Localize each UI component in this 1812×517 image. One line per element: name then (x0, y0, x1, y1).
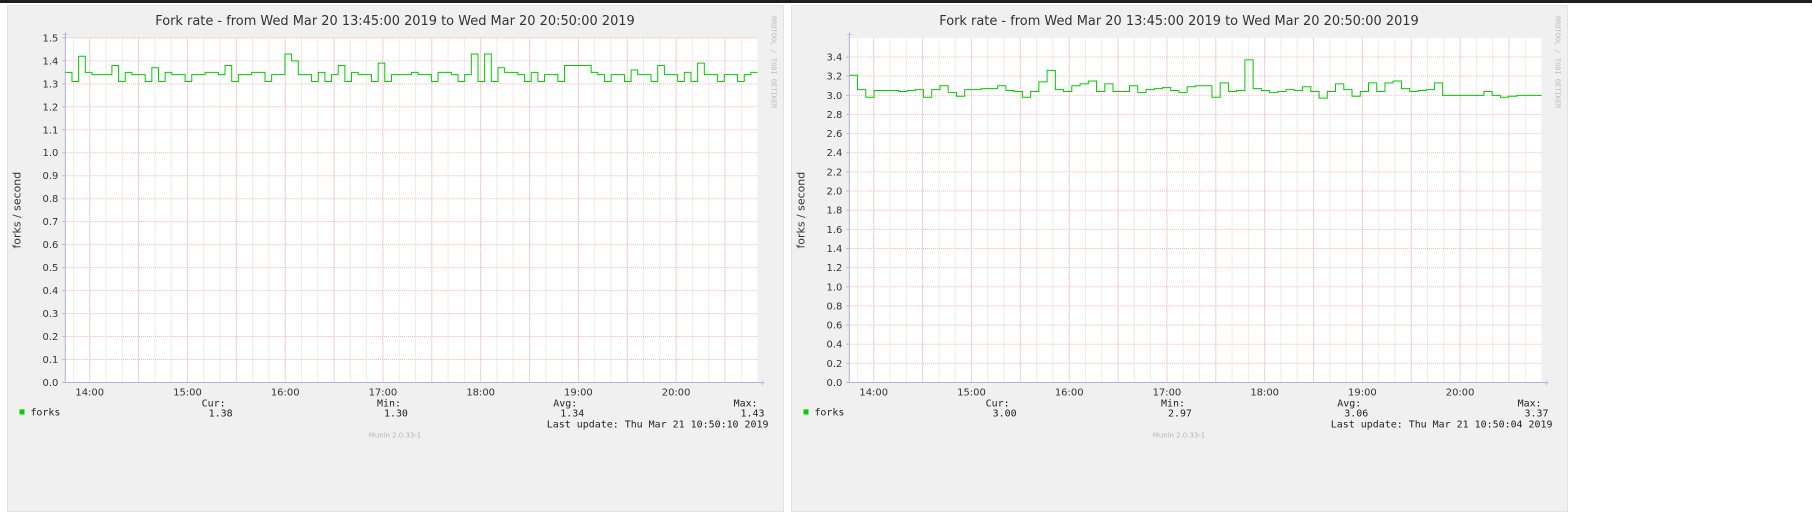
fork-rate-graph-right: 0.0 0.2 0.4 0.6 0.8 1.0 1.2 1.4 1.6 1.8 2.0 2.2 2.4 2… (791, 5, 1568, 512)
x-tick-label: 20:00 (1446, 387, 1475, 398)
y-tick-label: 3.0 (826, 91, 842, 102)
rrdtool-watermark: RRDTOOL / TOBI OETIKER (770, 16, 778, 109)
stat-label-max: Max: (734, 398, 758, 409)
chart-title: Fork rate - from Wed Mar 20 13:45:00 201… (155, 14, 635, 29)
y-tick-label: 2.0 (826, 187, 842, 198)
legend-label-forks: forks (814, 407, 844, 418)
munin-version: Munin 2.0.33-1 (1153, 431, 1206, 439)
x-tick-label: 19:00 (1348, 387, 1377, 398)
stat-value-min: 2.97 (1168, 408, 1192, 419)
x-tick-label: 20:00 (662, 387, 691, 398)
legend-swatch-forks (19, 409, 25, 415)
y-axis-label: forks / second (10, 172, 23, 249)
stat-label-avg: Avg: (553, 398, 577, 409)
x-tick-label: 14:00 (859, 387, 888, 398)
stat-value-avg: 1.34 (560, 408, 584, 419)
plot-area (65, 37, 758, 383)
y-tick-label: 0.4 (826, 340, 842, 351)
rrdtool-watermark: RRDTOOL / TOBI OETIKER (1554, 16, 1562, 109)
y-tick-label: 2.6 (826, 129, 842, 140)
series-line-forks (65, 53, 758, 83)
y-tick-label: 3.2 (826, 72, 842, 83)
y-tick-label: 1.4 (42, 56, 58, 67)
x-tick-label: 18:00 (1250, 387, 1279, 398)
x-tick-label: 17:00 (369, 387, 398, 398)
y-tick-label: 0.1 (42, 355, 58, 366)
legend-label-forks: forks (30, 407, 60, 418)
y-tick-label: 2.8 (826, 110, 842, 121)
y-tick-label: 1.1 (42, 125, 58, 136)
stat-value-max: 3.37 (1525, 408, 1549, 419)
stat-label-min: Min: (377, 398, 401, 409)
x-tick-label: 17:00 (1153, 387, 1182, 398)
y-tick-label: 0.0 (826, 378, 842, 389)
x-tick-label: 14:00 (75, 387, 104, 398)
fork-rate-graph-left: 0.0 0.1 0.2 0.3 0.4 0.5 0.6 0.7 0.8 0.9 1.0 1.1 1.2 1… (7, 5, 784, 512)
y-tick-label: 0.8 (826, 301, 842, 312)
y-tick-label: 1.6 (826, 225, 842, 236)
top-border (0, 0, 1812, 3)
fork-rate-chart-right: 0.0 0.2 0.4 0.6 0.8 1.0 1.2 1.4 1.6 1.8 2.0 2.2 2.4 2… (794, 14, 1562, 439)
y-tick-label: 1.3 (42, 79, 58, 90)
y-tick-label: 0.3 (42, 309, 58, 320)
x-tick-label: 15:00 (957, 387, 986, 398)
fork-rate-chart-left: 0.0 0.1 0.2 0.3 0.4 0.5 0.6 0.7 0.8 0.9 1.0 1.1 1.2 1… (10, 14, 778, 439)
y-tick-label: 0.9 (42, 171, 58, 182)
y-tick-label: 1.4 (826, 244, 842, 255)
y-tick-label: 1.0 (826, 282, 842, 293)
y-tick-label: 1.2 (826, 263, 842, 274)
y-tick-label: 1.0 (42, 148, 58, 159)
stat-value-min: 1.30 (384, 408, 408, 419)
y-axis-label: forks / second (794, 172, 807, 249)
stat-label-cur: Cur: (202, 398, 226, 409)
x-axis-arrow: + (759, 378, 766, 387)
x-tick-label: 19:00 (564, 387, 593, 398)
stat-value-cur: 3.00 (993, 408, 1017, 419)
stat-value-avg: 3.06 (1344, 408, 1368, 419)
munin-version: Munin 2.0.33-1 (369, 431, 422, 439)
y-tick-label: 0.6 (826, 321, 842, 332)
x-axis-arrow: + (1543, 378, 1550, 387)
last-update: Last update: Thu Mar 21 10:50:04 2019 (1331, 419, 1553, 430)
y-tick-label: 3.4 (826, 53, 842, 64)
y-tick-label: 0.2 (826, 359, 842, 370)
y-axis-arrow: + (846, 30, 853, 39)
x-tick-label: 16:00 (1055, 387, 1084, 398)
y-tick-label: 0.8 (42, 194, 58, 205)
stat-value-max: 1.43 (741, 408, 765, 419)
y-tick-label: 2.4 (826, 148, 842, 159)
stat-value-cur: 1.38 (209, 408, 233, 419)
stat-label-max: Max: (1518, 398, 1542, 409)
y-tick-label: 1.5 (42, 33, 58, 44)
y-tick-label: 0.5 (42, 263, 58, 274)
x-tick-label: 18:00 (466, 387, 495, 398)
stat-label-min: Min: (1161, 398, 1185, 409)
y-tick-label: 0.6 (42, 240, 58, 251)
y-axis-arrow: + (62, 30, 69, 39)
y-tick-label: 0.0 (42, 378, 58, 389)
y-tick-label: 1.8 (826, 206, 842, 217)
y-tick-label: 1.2 (42, 102, 58, 113)
last-update: Last update: Thu Mar 21 10:50:10 2019 (547, 419, 769, 430)
y-tick-label: 2.2 (826, 167, 842, 178)
y-tick-label: 0.4 (42, 286, 58, 297)
x-tick-label: 15:00 (173, 387, 202, 398)
chart-title: Fork rate - from Wed Mar 20 13:45:00 201… (939, 14, 1419, 29)
x-tick-label: 16:00 (271, 387, 300, 398)
series-line-forks (849, 59, 1542, 99)
y-tick-label: 0.7 (42, 217, 58, 228)
stat-label-avg: Avg: (1337, 398, 1361, 409)
stat-label-cur: Cur: (986, 398, 1010, 409)
legend-swatch-forks (803, 409, 809, 415)
y-tick-label: 0.2 (42, 332, 58, 343)
